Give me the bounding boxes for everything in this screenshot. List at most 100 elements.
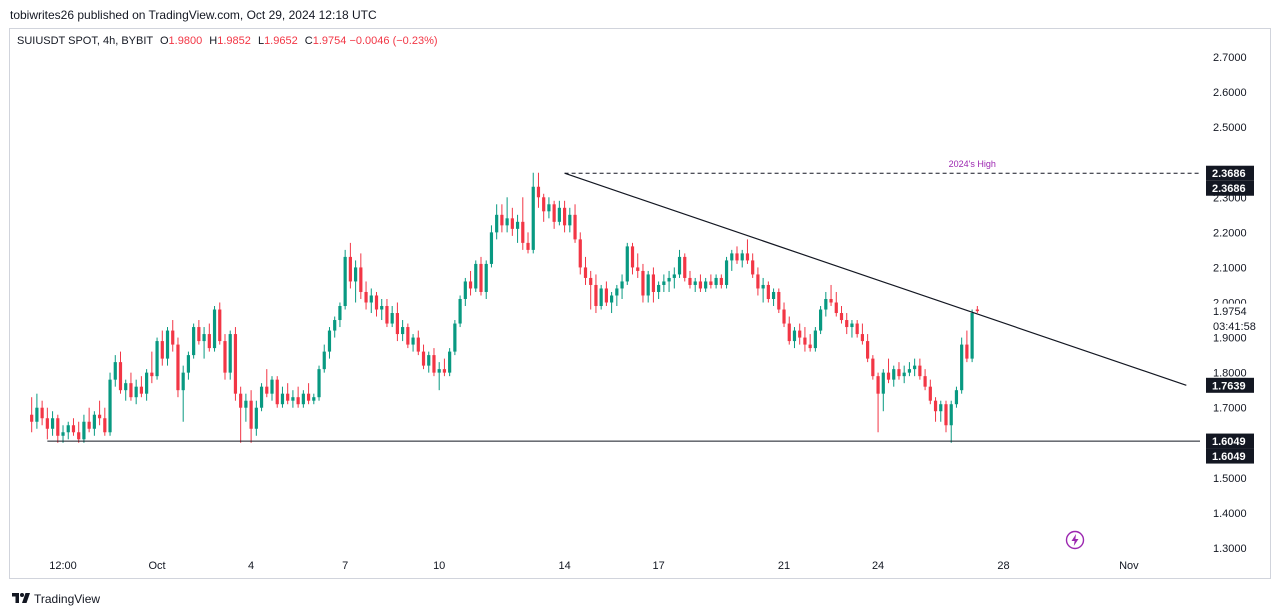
candle-body xyxy=(636,267,640,271)
candle xyxy=(683,253,687,282)
candle xyxy=(87,407,91,433)
candle-body xyxy=(740,253,744,261)
candle-body xyxy=(709,281,713,285)
candle-body xyxy=(463,281,467,299)
candle xyxy=(192,323,196,359)
candle xyxy=(145,369,149,401)
x-tick-label: 4 xyxy=(248,560,254,572)
candle xyxy=(542,193,546,222)
candle xyxy=(239,386,243,443)
candle xyxy=(850,320,854,338)
candle-body xyxy=(286,393,290,401)
candle xyxy=(291,390,295,408)
candle-body xyxy=(354,267,358,282)
candle xyxy=(244,393,248,422)
price-label-box xyxy=(1206,180,1254,196)
candle xyxy=(113,355,117,387)
candle-body xyxy=(876,376,880,394)
candle xyxy=(97,400,102,426)
price-axis[interactable]: 2.70002.60002.50002.30002.20002.10002.00… xyxy=(1213,52,1247,555)
candle-body xyxy=(745,253,750,261)
chart-frame xyxy=(9,28,1271,579)
flash-icon[interactable] xyxy=(1065,530,1085,550)
candle-body xyxy=(751,260,755,275)
candle-body xyxy=(928,386,932,401)
candle xyxy=(395,302,400,342)
candle xyxy=(484,260,488,299)
candle-body xyxy=(771,291,776,299)
candle-body xyxy=(610,295,614,303)
candle-body xyxy=(845,320,849,328)
candle-body xyxy=(646,274,650,296)
candle-body xyxy=(698,281,703,289)
candle xyxy=(432,348,436,377)
candle-body xyxy=(625,246,629,282)
candle-body xyxy=(77,432,81,440)
candle xyxy=(714,274,718,289)
tradingview-footer[interactable]: TradingView xyxy=(12,589,100,609)
price-label: 1.6049 xyxy=(1206,448,1254,464)
trendline[interactable] xyxy=(564,172,1187,386)
candle xyxy=(270,376,274,401)
candle xyxy=(636,253,640,278)
candle xyxy=(411,334,415,352)
y-tick-label: 1.7000 xyxy=(1213,403,1247,415)
candle xyxy=(118,351,123,394)
candle xyxy=(108,372,112,436)
candle xyxy=(798,323,802,345)
candle-body xyxy=(766,284,770,299)
candle-body xyxy=(531,186,535,250)
low-value: 1.9652 xyxy=(264,35,298,47)
candle xyxy=(662,274,666,292)
candle-body xyxy=(369,295,373,303)
candle xyxy=(698,274,703,292)
candle-body xyxy=(113,362,117,380)
candle xyxy=(724,256,729,289)
y-tick-label: 2.1000 xyxy=(1213,262,1247,274)
candle-body xyxy=(960,344,964,391)
candle-body xyxy=(97,414,102,419)
candle-body xyxy=(855,323,859,335)
candle-body xyxy=(416,337,420,352)
price-label-box xyxy=(1206,377,1254,393)
candle-body xyxy=(970,313,974,359)
candle-body xyxy=(662,281,666,285)
candle xyxy=(704,277,708,292)
candle xyxy=(165,327,170,366)
candle-body xyxy=(724,260,729,285)
tradingview-brand: TradingView xyxy=(34,592,101,606)
candle xyxy=(886,358,891,384)
candle xyxy=(474,260,478,292)
candle-body xyxy=(207,334,211,349)
candle-body xyxy=(735,253,739,261)
price-label-text: 1.7639 xyxy=(1212,380,1246,392)
candle-body xyxy=(583,267,588,278)
candle-body xyxy=(693,281,697,285)
candle xyxy=(171,320,175,352)
x-tick-label: 28 xyxy=(997,560,1009,572)
candle-body xyxy=(824,298,828,310)
candle xyxy=(594,274,598,314)
candle-body xyxy=(839,313,844,321)
candle-body xyxy=(374,295,379,310)
candle xyxy=(829,284,833,307)
candle-body xyxy=(474,263,478,289)
candle-body xyxy=(223,341,227,373)
x-tick-label: 10 xyxy=(433,560,445,572)
open-label: O xyxy=(159,35,169,47)
candle xyxy=(787,316,791,345)
time-axis[interactable]: 12:00 Oct 4 7 10 14 17 21 24 28 Nov xyxy=(49,560,1139,572)
symbol-name[interactable]: SUIUSDT SPOT, 4h, BYBIT xyxy=(17,35,153,47)
y-tick-label: 1.9000 xyxy=(1213,333,1247,345)
y-tick-label: 1.3000 xyxy=(1213,543,1247,555)
candle xyxy=(186,351,191,380)
candle xyxy=(620,274,624,299)
candle xyxy=(902,365,906,384)
candle xyxy=(286,383,290,405)
candle xyxy=(599,284,603,310)
candle xyxy=(301,390,305,408)
candle-body xyxy=(594,284,598,307)
candle-body xyxy=(521,221,525,243)
candle xyxy=(129,372,133,401)
